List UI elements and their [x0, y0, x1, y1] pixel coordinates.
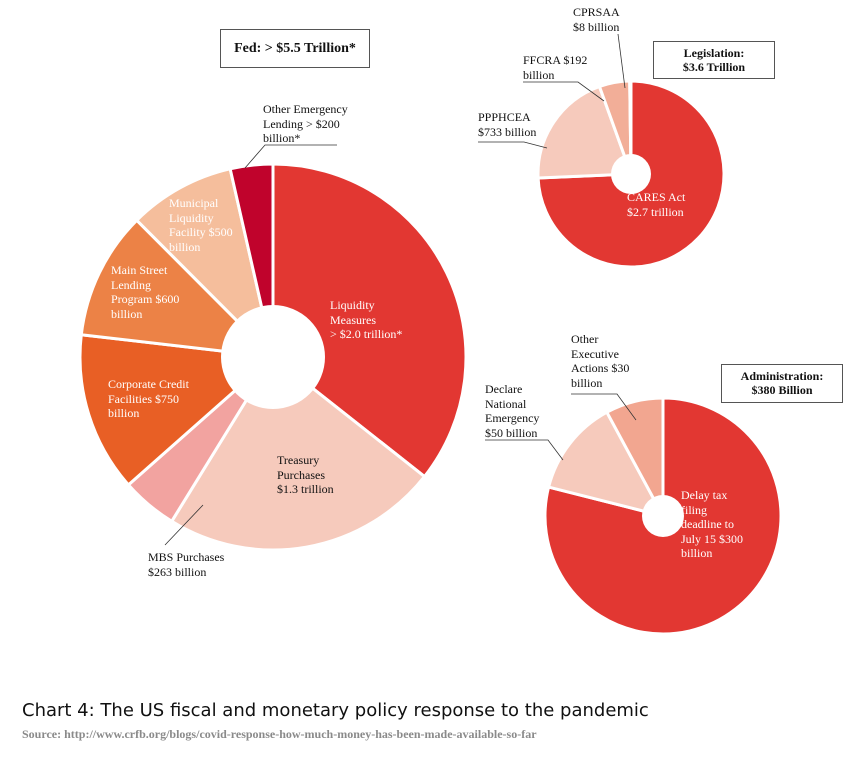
legislation-leader-cprsaa [617, 33, 626, 89]
legislation-leader-ppphcea [478, 141, 548, 149]
administration-slice-declare-national-emergency [547, 410, 665, 518]
fed-title: Fed: > $5.5 Trillion* [234, 41, 356, 56]
fed-donut-hole [221, 305, 325, 409]
legislation-title-box: Legislation: $3.6 Trillion [653, 41, 775, 79]
legislation-leader-ffcra [523, 81, 605, 102]
fed-slice-liquidity-measures [271, 162, 468, 479]
label-declare-national-emergency: Declare National Emergency $50 billion [485, 382, 540, 440]
fed-slice-main-street-lending-program [79, 218, 275, 359]
legislation-slice-ppphcea [536, 85, 633, 180]
fed-leader-other-emergency [244, 144, 337, 169]
label-cprsaa: CPRSAA $8 billion [573, 5, 620, 34]
chart-caption: Chart 4: The US fiscal and monetary poli… [22, 700, 649, 721]
administration-slice-other-executive-actions [605, 396, 665, 518]
administration-title-line-2: $380 Billion [751, 383, 813, 397]
legislation-title-line-2: $3.6 Trillion [682, 60, 746, 74]
fed-title-box: Fed: > $5.5 Trillion* [220, 29, 370, 68]
legislation-slice-cprsaa [628, 79, 633, 176]
label-municipal-liquidity: Municipal Liquidity Facility $500 billio… [169, 196, 233, 254]
fed-slice-treasury-purchases [170, 355, 427, 552]
label-ppphcea: PPPHCEA $733 billion [478, 110, 537, 139]
legislation-donut-hole [611, 154, 651, 194]
administration-title-box: Administration: $380 Billion [721, 364, 843, 403]
label-delay-tax-filing: Delay tax filing deadline to July 15 $30… [681, 488, 744, 560]
legislation-title-line-1: Legislation: [683, 46, 745, 60]
administration-donut-hole [642, 495, 684, 537]
label-treasury-purchases: Treasury Purchases $1.3 trillion [277, 453, 334, 496]
label-corporate-credit: Corporate Credit Facilities $750 billion [108, 377, 189, 420]
label-ffcra: FFCRA $192 billion [523, 53, 588, 82]
administration-leader-other-executive [571, 393, 637, 421]
fed-leader-mbs-purchases [164, 504, 204, 546]
label-other-emergency-lending: Other Emergency Lending > $200 billion* [263, 102, 348, 145]
label-main-street: Main Street Lending Program $600 billion [111, 263, 180, 321]
label-liquidity-measures: Liquidity Measures > $2.0 trillion* [330, 298, 403, 341]
chart-source: Source: http://www.crfb.org/blogs/covid-… [22, 727, 537, 741]
label-other-executive-actions: Other Executive Actions $30 billion [571, 332, 630, 390]
administration-title-line-1: Administration: [740, 369, 824, 383]
label-cares-act: CARES Act $2.7 trillion [627, 190, 686, 219]
fed-slice-municipal-liquidity-facility [135, 167, 275, 359]
label-mbs-purchases: MBS Purchases $263 billion [148, 550, 225, 579]
administration-leader-declare-emergency [485, 439, 564, 461]
